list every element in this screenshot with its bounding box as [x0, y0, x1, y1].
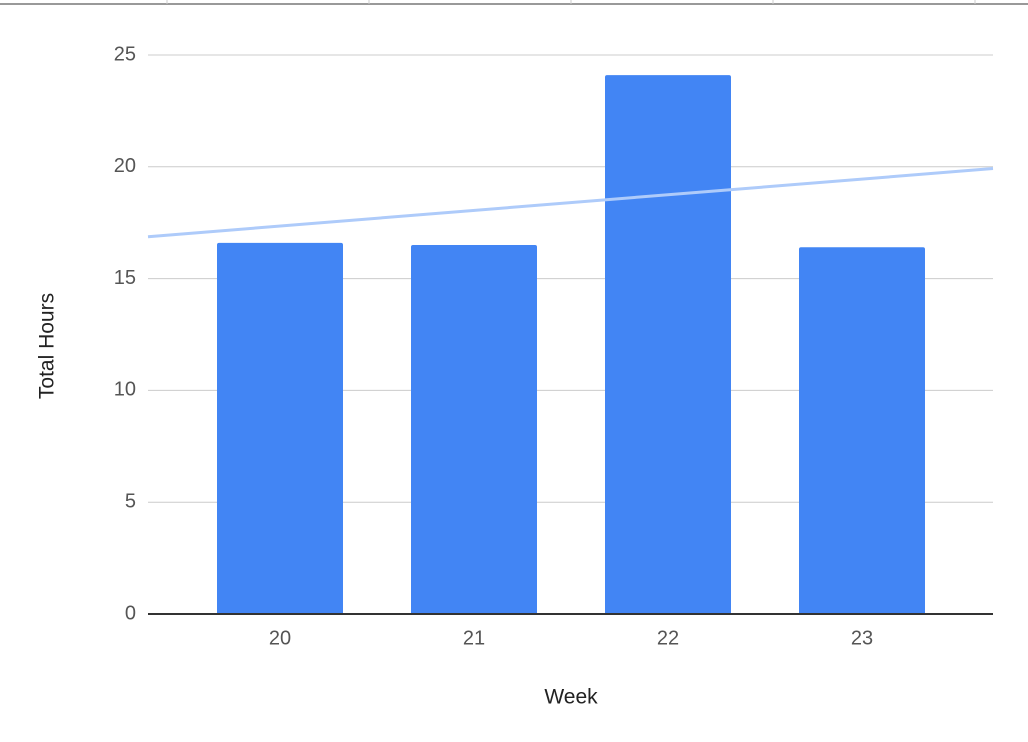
y-tick-label: 10 [114, 379, 136, 401]
y-tick-label: 15 [114, 267, 136, 289]
x-tick-label: 20 [269, 627, 291, 649]
x-tick-label: 21 [463, 627, 485, 649]
trendline [147, 167, 994, 239]
bar [411, 245, 537, 614]
bar [799, 247, 925, 614]
cell-dividers [166, 0, 976, 4]
x-tick-label: 22 [657, 627, 679, 649]
y-tick-label: 25 [114, 43, 136, 65]
y-tick-label: 5 [125, 490, 136, 512]
bar [605, 75, 731, 614]
y-tick-label: 20 [114, 155, 136, 177]
x-tick-label: 23 [851, 627, 873, 649]
y-tick-label: 0 [125, 602, 136, 624]
y-axis-label: Total Hours [36, 293, 59, 399]
x-axis-label: Week [544, 686, 598, 709]
bar [217, 242, 343, 614]
